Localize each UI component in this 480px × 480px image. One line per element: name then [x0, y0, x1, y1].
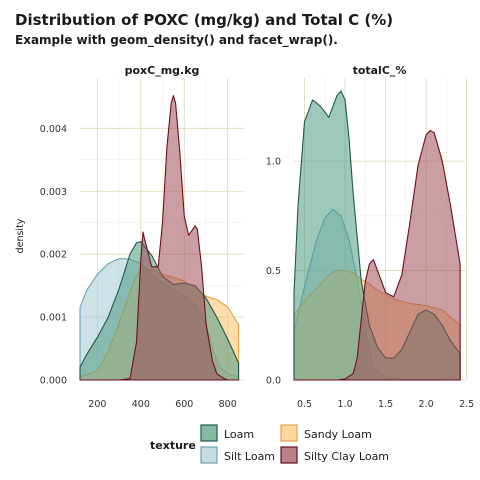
y-tick-label: 0.000	[40, 376, 67, 387]
legend-key-sandy-loam	[280, 424, 298, 442]
y-tick-label: 0.002	[40, 250, 67, 261]
legend-key-loam	[200, 424, 218, 442]
y-tick-label: 0.5	[266, 266, 281, 277]
legend-label-sandy-loam: Sandy Loam	[304, 428, 372, 441]
legend: texture Loam Sandy Loam Silt Loam Silty …	[150, 424, 389, 464]
density-area-silty-clay-loam	[293, 129, 461, 381]
legend-item-loam: Loam	[200, 424, 254, 442]
x-tick-label: 1.5	[378, 399, 393, 410]
x-tick-label: 600	[175, 399, 193, 410]
y-axis-title: density	[15, 218, 26, 253]
legend-key-silt-loam	[200, 446, 218, 464]
legend-item-sandy-loam: Sandy Loam	[280, 424, 372, 442]
x-tick-label: 2.5	[459, 399, 474, 410]
legend-label-silt-loam: Silt Loam	[224, 450, 275, 463]
x-tick-label: 400	[132, 399, 150, 410]
legend-item-silty-clay-loam: Silty Clay Loam	[280, 446, 389, 464]
y-tick-label: 0.004	[40, 124, 67, 135]
legend-label-loam: Loam	[224, 428, 254, 441]
legend-key-silty-clay-loam	[280, 446, 298, 464]
y-tick-label: 0.001	[40, 313, 67, 324]
x-tick-label: 2.0	[419, 399, 434, 410]
x-tick-label: 1.0	[338, 399, 353, 410]
x-tick-label: 800	[219, 399, 237, 410]
chart-title: Distribution of POXC (mg/kg) and Total C…	[15, 11, 394, 29]
legend-label-silty-clay-loam: Silty Clay Loam	[304, 450, 389, 463]
x-tick-label: 0.5	[297, 399, 312, 410]
legend-title: texture	[150, 439, 196, 452]
facet-panel-poxc-mg-kg: poxC_mg.kg 200 400 600 800 0.000 0.001 0.002 0.0…	[40, 64, 244, 410]
facet-strip-label: totalC_%	[353, 64, 407, 77]
facet-strip-label: poxC_mg.kg	[125, 64, 200, 77]
x-tick-label: 200	[88, 399, 106, 410]
density-area-silty-clay-loam	[79, 95, 240, 381]
legend-item-silt-loam: Silt Loam	[200, 446, 275, 464]
y-tick-label: 0.003	[40, 187, 67, 198]
chart-subtitle: Example with geom_density() and facet_wr…	[15, 33, 338, 47]
facet-panel-totalc: totalC_% 0.5 1.0 1.5 2.0 2.5 0.0 0.5 1.0	[266, 64, 474, 410]
y-tick-label: 1.0	[266, 157, 281, 168]
y-tick-label: 0.0	[266, 376, 281, 387]
